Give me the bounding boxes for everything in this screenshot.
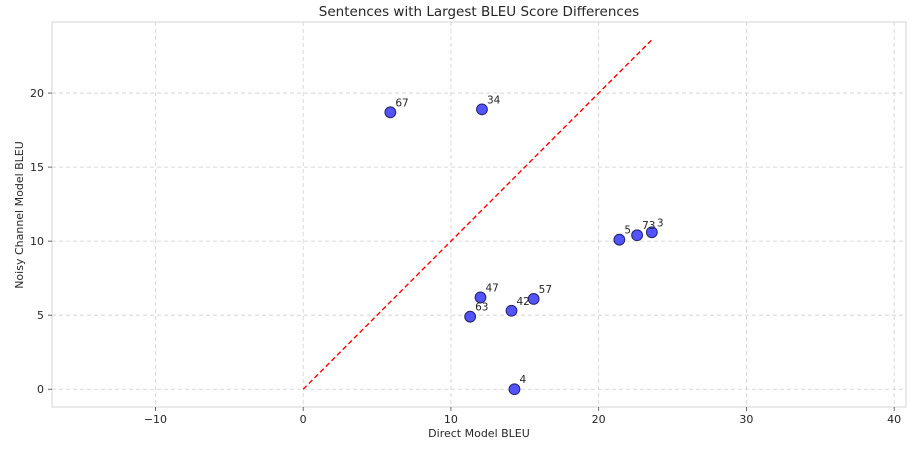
points-layer [384, 103, 658, 396]
y-tick-label: 5 [37, 309, 44, 322]
data-point [464, 310, 477, 323]
y-tick-label: 10 [30, 235, 44, 248]
plot-frame [51, 21, 907, 408]
ticks-layer: −10 0 10 20 30 40 0 5 10 15 20 [30, 87, 901, 426]
chart-title: Sentences with Largest BLEU Score Differ… [319, 4, 639, 20]
data-point [631, 229, 643, 242]
data-point [505, 304, 518, 317]
data-point [476, 103, 488, 116]
data-point-label: 34 [487, 94, 501, 106]
data-point [613, 233, 626, 246]
y-tick-label: 0 [37, 383, 44, 396]
data-point-label: 67 [395, 97, 408, 109]
data-point [508, 383, 521, 396]
data-point-label: 57 [539, 284, 552, 296]
reference-line [302, 39, 653, 390]
x-tick-label: 10 [444, 413, 458, 426]
data-point [527, 293, 540, 305]
x-tick-label: 40 [887, 413, 901, 426]
data-point [474, 291, 487, 304]
x-axis-label: Direct Model BLEU [428, 427, 530, 440]
x-tick-label: 30 [739, 413, 753, 426]
data-point-label: 63 [475, 302, 488, 314]
data-point-label: 5 [624, 225, 631, 237]
data-point-label: 4 [519, 374, 526, 386]
y-axis-label: Noisy Channel Model BLEU [13, 141, 26, 289]
data-point-label: 3 [657, 217, 664, 229]
reference-line-layer [302, 39, 653, 390]
x-tick-label: 20 [592, 413, 606, 426]
x-tick-label: −10 [144, 413, 167, 426]
data-point [384, 106, 397, 119]
grid-layer [52, 22, 906, 407]
data-point-label: 47 [485, 282, 498, 294]
point-labels-layer: 67 34 5 73 3 47 57 42 63 4 [395, 94, 663, 386]
y-tick-label: 15 [30, 161, 44, 174]
data-point-label: 73 [642, 220, 655, 232]
y-tick-label: 20 [30, 87, 44, 100]
data-point-label: 42 [517, 296, 530, 308]
data-point [645, 226, 658, 239]
x-tick-label: 0 [300, 413, 307, 426]
